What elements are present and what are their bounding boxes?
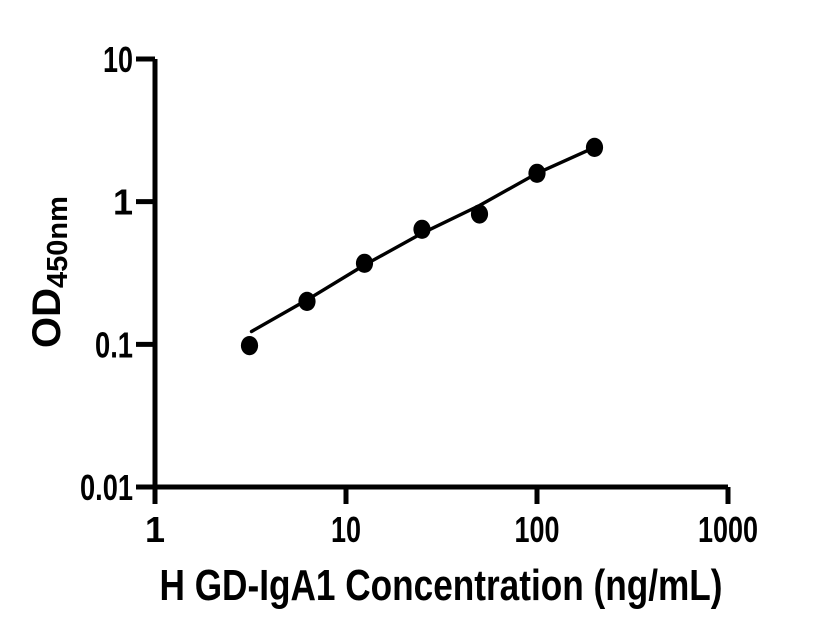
y-axis-label-main: OD bbox=[25, 288, 69, 348]
x-tick-label: 100 bbox=[515, 509, 560, 550]
data-point bbox=[585, 137, 604, 157]
y-tick-label: 0.01 bbox=[80, 467, 133, 508]
data-point bbox=[240, 336, 259, 356]
x-tick-label: 10 bbox=[331, 509, 361, 550]
data-point bbox=[355, 253, 374, 273]
x-axis-label: H GD-IgA1 Concentration (ng/mL) bbox=[160, 561, 723, 610]
x-tick-label: 1 bbox=[145, 509, 165, 550]
x-tick-label: 1000 bbox=[698, 509, 758, 550]
plot-area: 0.01 0.1 1 10 1 10 100 1000 bbox=[80, 39, 758, 550]
y-axis-label: OD450nm bbox=[25, 196, 74, 348]
y-tick-label: 10 bbox=[103, 39, 133, 80]
data-point bbox=[298, 291, 316, 311]
data-point bbox=[470, 204, 489, 224]
data-point bbox=[528, 163, 546, 183]
y-axis-label-subscript: 450nm bbox=[42, 196, 74, 288]
y-tick-label: 0.1 bbox=[95, 324, 133, 365]
y-tick-label: 1 bbox=[113, 182, 133, 223]
data-point bbox=[413, 219, 431, 239]
